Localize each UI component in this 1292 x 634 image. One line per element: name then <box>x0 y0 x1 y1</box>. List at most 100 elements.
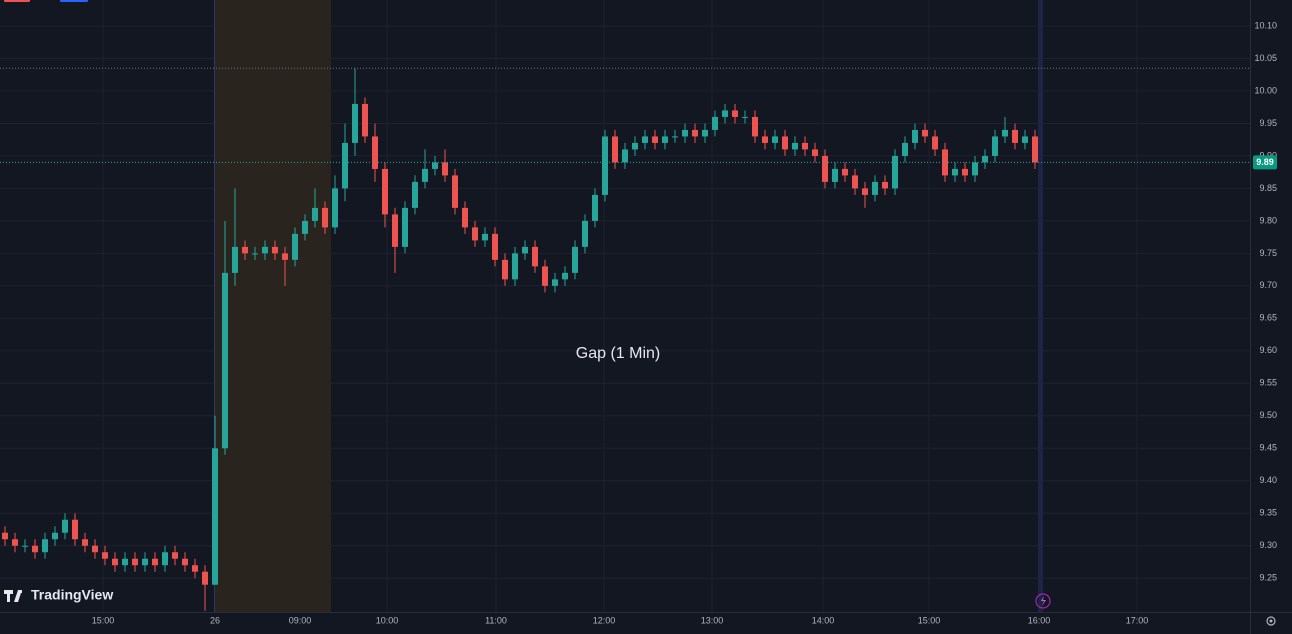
candle-body <box>922 129 928 137</box>
candle-body <box>692 129 698 137</box>
candle-body <box>642 136 648 143</box>
y-tick-label: 9.90 <box>1259 150 1277 160</box>
candle-body <box>802 142 808 150</box>
candle-body <box>662 136 668 143</box>
candle-body <box>232 246 238 273</box>
x-tick-label: 10:00 <box>376 615 399 625</box>
candle-body <box>672 136 678 138</box>
candle-body <box>1032 136 1038 163</box>
candle-body <box>732 110 738 117</box>
logo-icon <box>4 590 22 602</box>
candle-body <box>172 552 178 559</box>
candle-body <box>302 220 308 234</box>
annotation: Gap (1 Min) <box>576 345 660 362</box>
candle-body <box>532 246 538 267</box>
session-break <box>1038 0 1043 612</box>
plot-area <box>0 67 1250 611</box>
x-tick-label: 16:00 <box>1028 615 1051 625</box>
candle-body <box>362 103 368 137</box>
y-tick-label: 9.55 <box>1259 378 1277 388</box>
candle-body <box>1022 136 1028 143</box>
candle-body <box>382 168 388 215</box>
y-tick-label: 9.85 <box>1259 183 1277 193</box>
candle-body <box>992 136 998 156</box>
candle-body <box>572 246 578 273</box>
candle-body <box>932 136 938 150</box>
candle-body <box>162 552 168 566</box>
candle-body <box>612 136 618 163</box>
candle-body <box>52 532 58 540</box>
candle-body <box>582 220 588 247</box>
y-tick-label: 9.50 <box>1259 410 1277 420</box>
candle-body <box>602 136 608 195</box>
last-price-box <box>1253 155 1277 170</box>
candle-body <box>872 181 878 195</box>
y-tick-label: 9.60 <box>1259 345 1277 355</box>
candle-body <box>252 253 258 255</box>
candle-body <box>512 253 518 280</box>
candle-body <box>372 136 378 169</box>
y-tick-label: 10.10 <box>1254 20 1277 30</box>
x-tick-label: 15:00 <box>92 615 115 625</box>
candle-body <box>242 246 248 254</box>
candle-body <box>782 136 788 150</box>
candle-body <box>492 233 498 260</box>
candle-body <box>912 129 918 143</box>
event-icon[interactable] <box>1035 593 1051 609</box>
candle-body <box>622 149 628 163</box>
y-tick-label: 10.05 <box>1254 53 1277 63</box>
candle-body <box>752 116 758 137</box>
candle-body <box>422 168 428 182</box>
candle-body <box>882 181 888 189</box>
candle-body <box>22 545 28 547</box>
candle-body <box>902 142 908 156</box>
candle-body <box>152 558 158 566</box>
candle-body <box>502 259 508 280</box>
candle-body <box>522 246 528 254</box>
candle-body <box>32 545 38 553</box>
y-tick-label: 9.75 <box>1259 248 1277 258</box>
candle-body <box>742 116 748 118</box>
candle-body <box>262 246 268 254</box>
candle-body <box>432 162 438 169</box>
candle-body <box>632 142 638 150</box>
y-tick-label: 9.35 <box>1259 508 1277 518</box>
candle-body <box>832 168 838 182</box>
candle-body <box>982 155 988 163</box>
candle-body <box>332 188 338 228</box>
candle-body <box>952 168 958 176</box>
candle-body <box>412 181 418 208</box>
candle-body <box>442 162 448 176</box>
candle-body <box>62 519 68 533</box>
candle-body <box>1012 129 1018 143</box>
candle-body <box>122 558 128 566</box>
candle-body <box>842 168 848 176</box>
settings-icon[interactable] <box>1266 616 1276 626</box>
candle-body <box>592 194 598 221</box>
candle-body <box>892 155 898 189</box>
candle-body <box>72 519 78 540</box>
settings-dot <box>1269 619 1273 623</box>
candle-body <box>112 558 118 566</box>
x-tick-label: 17:00 <box>1126 615 1149 625</box>
candle-body <box>652 136 658 143</box>
candle-body <box>322 207 328 228</box>
candle-body <box>212 448 218 585</box>
candle-body <box>812 149 818 156</box>
legend-swatch <box>4 0 30 2</box>
candle-body <box>282 253 288 260</box>
candle-body <box>292 233 298 260</box>
y-tick-label: 9.65 <box>1259 313 1277 323</box>
x-tick-label: 26 <box>210 615 220 625</box>
candle-body <box>92 545 98 553</box>
candle-body <box>452 175 458 208</box>
candle-body <box>222 272 228 449</box>
candle-body <box>342 142 348 189</box>
candle-body <box>42 539 48 553</box>
candle-body <box>542 266 548 286</box>
event-bolt <box>1041 596 1046 606</box>
y-tick-label: 9.40 <box>1259 475 1277 485</box>
x-tick-label: 15:00 <box>918 615 941 625</box>
candle-body <box>392 214 398 247</box>
